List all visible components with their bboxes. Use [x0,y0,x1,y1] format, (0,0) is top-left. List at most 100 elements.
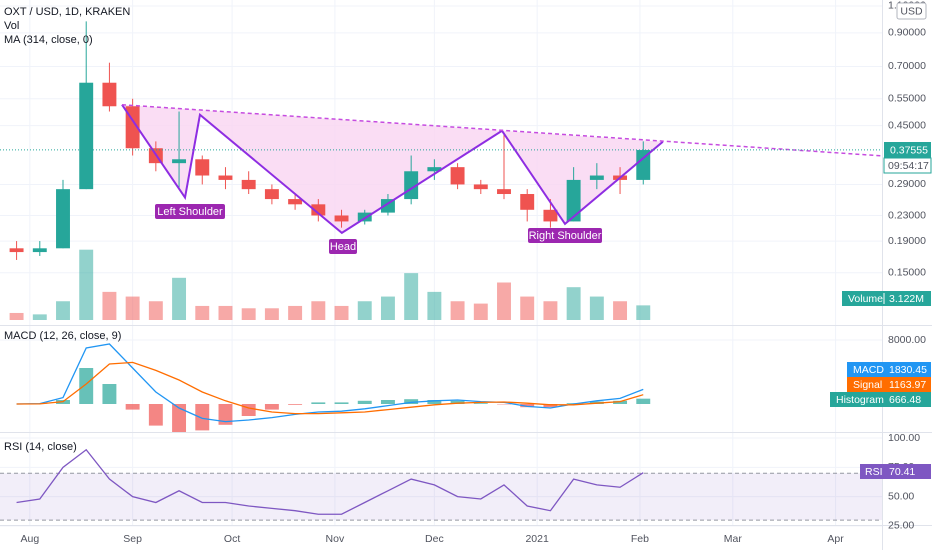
macd-histogram [473,403,488,404]
pattern-label-box [155,204,225,219]
volume-bar [79,249,94,320]
candle-body [9,248,24,253]
volume-legend-box [842,291,931,306]
rsi-title: RSI (14, close) [4,441,77,453]
macd-line [16,343,644,423]
x-tick-label: Dec [425,533,444,545]
signal-legend-box [847,377,931,392]
pattern-label: Right Shoulder [529,230,602,242]
y-tick-label: 50.00 [888,490,914,502]
candle-body [241,179,256,190]
pattern-fill [122,104,663,233]
currency[interactable]: USD [900,5,923,17]
volume-bar [543,301,558,320]
macd-histogram [520,404,535,408]
macd-histogram [311,402,326,404]
x-tick-label: Nov [326,533,345,545]
last-price-box [884,142,931,158]
candle-body [79,82,94,190]
y-tick-label: 25.00 [888,520,914,532]
volume-bar [218,305,233,320]
volume-bar [589,296,604,320]
y-tick-label: 0.70000 [888,60,926,72]
macd-title: MACD (12, 26, close, 9) [4,330,121,342]
y-tick-label: 100.00 [888,432,920,444]
volume-bar [613,301,628,320]
histogram-legend: Histogram [836,394,884,406]
macd-histogram [241,404,256,416]
ma-title: MA (314, close, 0) [4,34,93,46]
volume-bar [334,305,349,320]
macd-histogram [636,398,651,404]
rsi-legend-box [860,464,931,479]
volume-bar [148,301,163,320]
macd-histogram [613,400,628,404]
macd-histogram [288,404,303,405]
pattern-label-box [329,239,357,254]
signal-last: 1163.97 [889,379,926,391]
macd-histogram [264,404,279,410]
rsi-legend: RSI [865,466,883,478]
y-tick-label: 0.15000 [888,266,926,278]
signal-line [16,361,644,415]
macd-histogram [450,400,465,404]
currency-box[interactable] [896,2,927,20]
volume-title: Vol [4,20,19,32]
candle-body [32,248,47,253]
macd-histogram [380,400,395,404]
y-tick-label: 0.45000 [888,119,926,131]
candle-body [264,189,279,200]
macd-histogram [125,404,140,410]
chart-title: OXT / USD, 1D, KRAKEN [4,6,130,18]
macd-histogram [195,404,210,431]
candle-body [497,189,511,195]
candle-body [566,179,581,222]
plot-area [0,0,883,527]
rsi-band [0,473,882,521]
macd-histogram [148,404,163,426]
macd-histogram [172,404,187,432]
candle-body [404,171,419,200]
y-tick-label: 0.90000 [888,27,926,39]
candle-body [311,204,326,216]
candle-body [450,167,465,185]
x-tick-label: Apr [827,533,844,545]
volume-bar [195,305,210,320]
volume-bar [566,287,581,320]
volume-bar [450,301,465,320]
countdown: 09:54:17 [888,160,929,172]
volume-bar [473,303,488,320]
y-tick-label: 0.55000 [888,93,926,105]
volume-bar [9,312,24,320]
volume-bar [102,291,117,320]
candle-body [218,175,233,180]
pattern-label: Head [330,241,356,253]
last-price: 0.37555 [890,144,928,156]
candle-body [357,212,372,222]
macd-histogram [102,384,117,404]
candle-body [589,175,604,180]
x-tick-label: Oct [224,533,240,545]
x-tick-label: Mar [724,533,743,545]
macd-histogram [427,400,442,404]
volume-bar [311,301,326,320]
candle-body [56,189,70,249]
macd-histogram [218,404,233,425]
candle-body [334,215,349,222]
candle-body [473,184,488,190]
volume-bar [357,301,372,320]
macd-legend-box [847,362,931,377]
countdown-box [883,157,932,174]
candle-body [520,194,535,210]
candle-body [288,199,303,205]
candle-body [172,159,187,164]
volume-bar [636,305,651,320]
histogram-legend-box [830,392,931,407]
macd-last: 1830.45 [889,364,927,376]
volume-bar [404,273,419,320]
volume-bar [288,305,303,320]
volume-bar [427,291,442,320]
neckline [121,103,883,157]
